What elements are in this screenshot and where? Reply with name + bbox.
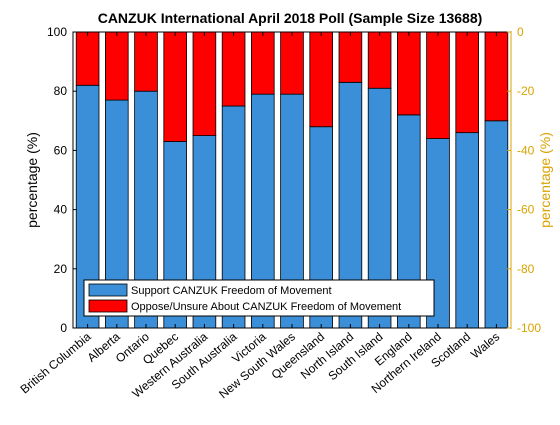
legend-swatch — [88, 283, 128, 297]
x-tick-label: Wales — [468, 330, 502, 362]
y-tick-label-right: 0 — [517, 25, 524, 39]
bars-layer — [75, 31, 509, 329]
bar-oppose-11 — [397, 31, 421, 116]
bar-oppose-2 — [134, 31, 158, 92]
y-tick-label-right: -80 — [517, 262, 535, 276]
bar-oppose-0 — [75, 31, 100, 86]
y-tick-label-right: -20 — [517, 84, 535, 98]
legend-swatch — [88, 299, 128, 313]
y-tick-label-right: -60 — [517, 203, 535, 217]
chart-title: CANZUK International April 2018 Poll (Sa… — [98, 10, 483, 26]
y-tick-label-right: -100 — [517, 321, 541, 335]
bar-support-13 — [455, 132, 479, 329]
bar-support-14 — [484, 120, 509, 329]
y-tick-label-left: 20 — [54, 262, 68, 276]
legend-box — [83, 279, 435, 317]
bar-oppose-5 — [221, 31, 246, 107]
y-tick-label-right: -40 — [517, 143, 535, 157]
y-tick-label-left: 60 — [54, 143, 68, 157]
bar-oppose-7 — [280, 31, 304, 95]
bar-oppose-8 — [309, 31, 333, 128]
y-tick-label-left: 40 — [54, 203, 68, 217]
bar-oppose-12 — [426, 31, 450, 139]
bar-oppose-3 — [163, 31, 187, 142]
y-axis-label-left: percentage (%) — [24, 132, 40, 228]
bar-oppose-9 — [338, 31, 363, 83]
bar-oppose-13 — [455, 31, 479, 134]
y-tick-label-left: 0 — [60, 321, 67, 335]
bar-oppose-10 — [367, 31, 392, 89]
bar-oppose-1 — [105, 31, 129, 101]
y-tick-label-left: 100 — [47, 25, 67, 39]
legend: Support CANZUK Freedom of Movement Oppose… — [83, 279, 435, 317]
bar-oppose-4 — [192, 31, 217, 136]
legend-label: Support CANZUK Freedom of Movement — [131, 285, 332, 297]
legend-label: Oppose/Unsure About CANZUK Freedom of Mo… — [131, 301, 401, 313]
bar-oppose-14 — [484, 31, 509, 122]
y-tick-label-left: 80 — [54, 84, 68, 98]
bar-oppose-6 — [251, 31, 275, 95]
y-axis-label-right: percentage (%) — [537, 132, 553, 228]
x-tick-label: British Columbia — [18, 329, 94, 396]
